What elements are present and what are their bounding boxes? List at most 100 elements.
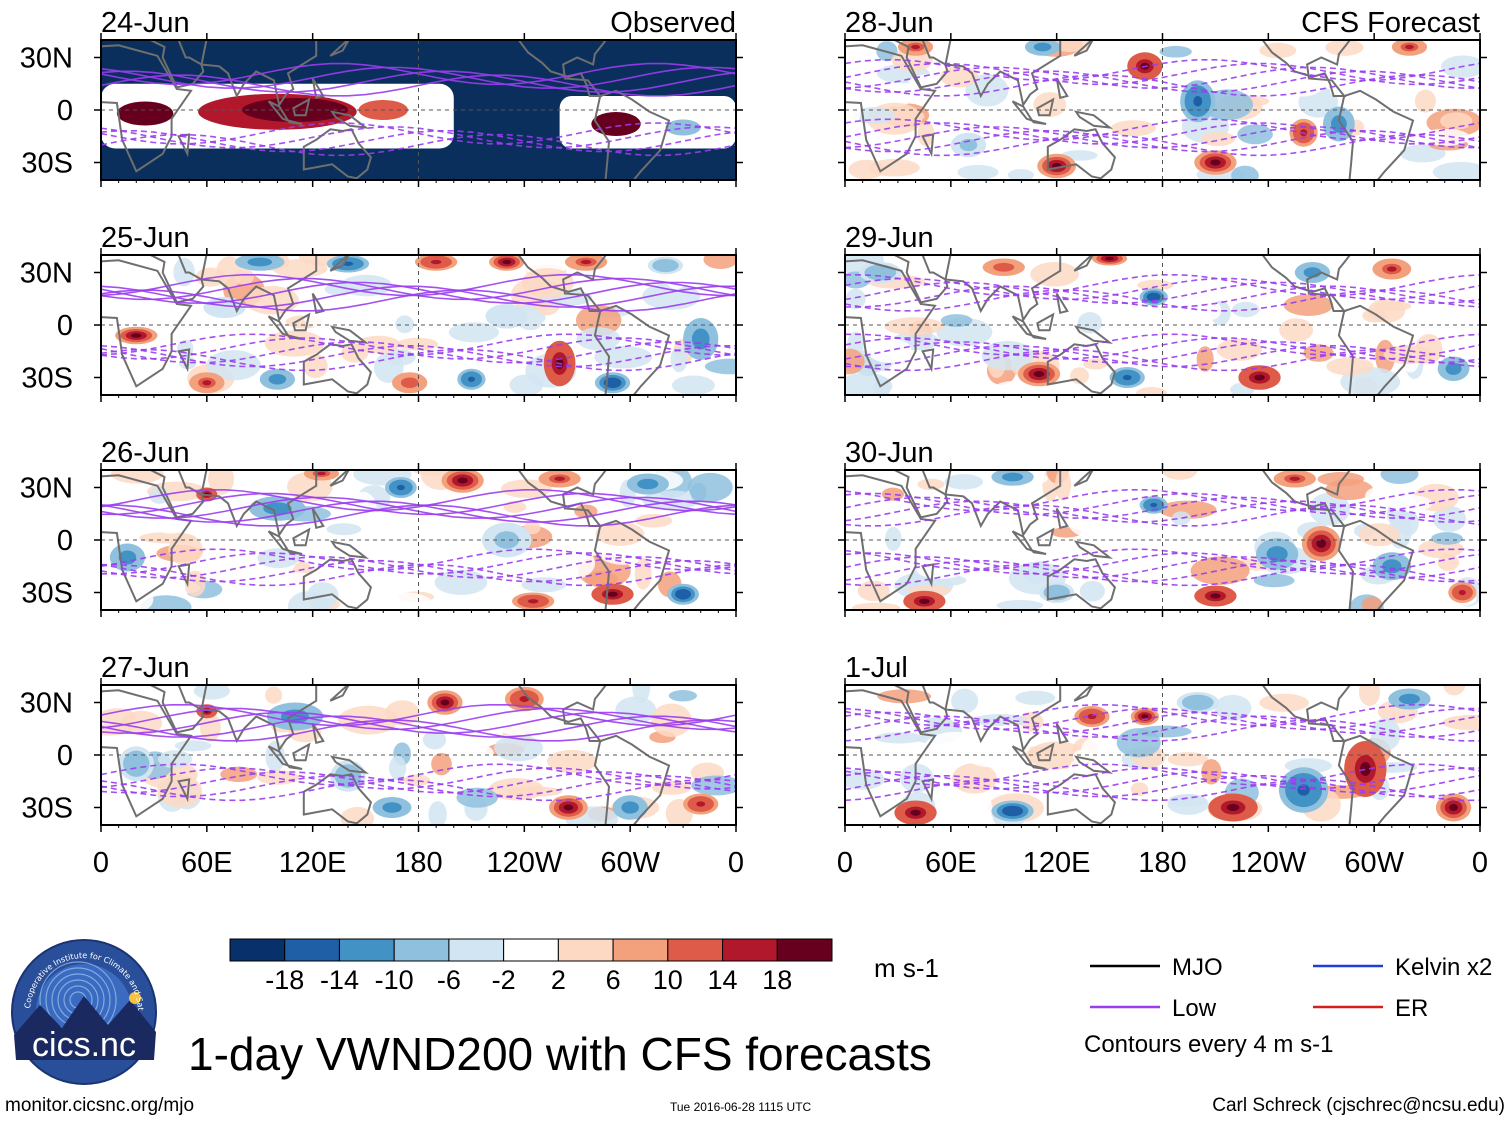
anomaly-patch [199, 319, 245, 351]
anomaly-blob [1449, 804, 1458, 811]
anomaly-blob [1150, 294, 1158, 300]
colorbar-swatch [503, 938, 559, 962]
anomaly-patch [521, 577, 567, 593]
colorbar-swatch [448, 938, 505, 962]
coastline [944, 40, 1062, 108]
footer-url[interactable]: monitor.cicsnc.org/mjo [5, 1095, 195, 1116]
colorbar-swatch [776, 938, 833, 962]
anomaly-patch [886, 86, 911, 108]
coastline [200, 685, 318, 753]
anomaly-patch [1279, 318, 1314, 342]
y-tick-label: 0 [57, 740, 73, 772]
contour-line [845, 560, 1480, 583]
anomaly-patch [428, 801, 447, 825]
anomaly-patch [1007, 169, 1034, 180]
coastline [1046, 128, 1117, 180]
anomaly-patch [845, 372, 893, 395]
anomaly-blob [964, 141, 973, 149]
coastline [892, 255, 949, 304]
anomaly-patch [919, 509, 968, 540]
anomaly-patch [1200, 470, 1237, 488]
anomaly-blob [123, 554, 132, 561]
y-tick-label: 30N [20, 258, 73, 290]
anomaly-patch [983, 693, 1015, 707]
anomaly-patch [868, 158, 920, 177]
anomaly-blob [396, 484, 405, 491]
coastline [1036, 742, 1055, 762]
anomaly-blob [387, 804, 397, 811]
legend-label: ER [1395, 995, 1428, 1022]
anomaly-patch [1414, 89, 1436, 113]
anomaly-patch [1442, 714, 1480, 731]
anomaly-patch [996, 599, 1044, 610]
coastline [1055, 507, 1069, 530]
anomaly-patch [377, 592, 436, 610]
anomaly-patch [338, 705, 398, 735]
coastline [845, 689, 937, 818]
coastline [1337, 304, 1415, 395]
anomaly-patch [226, 782, 243, 793]
anomaly-patch [974, 298, 1032, 316]
anomaly-patch [892, 708, 927, 740]
anomaly-patch [916, 562, 965, 579]
y-tick-label: 0 [57, 95, 73, 127]
y-tick-label: 0 [57, 310, 73, 342]
contour-line [845, 345, 1480, 368]
anomaly-patch [509, 374, 544, 395]
coastline [1073, 470, 1094, 487]
anomaly-blob [563, 804, 574, 811]
colorbar-tick-label: -18 [265, 965, 304, 995]
anomaly-patch [157, 775, 203, 808]
forecast-header: CFS Forecast [1301, 7, 1480, 39]
anomaly-patch [845, 96, 861, 128]
coastline [1073, 540, 1114, 559]
anomaly-blob [1271, 550, 1283, 558]
coastline [1036, 527, 1055, 547]
anomaly-patch [1231, 165, 1259, 180]
x-tick-label: 120E [279, 847, 347, 879]
y-tick-label: 30S [21, 793, 73, 825]
anomaly-patch [1432, 161, 1480, 180]
contour-line [845, 133, 1480, 157]
coastline [1046, 558, 1117, 610]
anomaly-blob [919, 598, 930, 604]
map-panel-25-jun: 25-Jun 30N 0 30S [20, 222, 743, 402]
anomaly-patch [1075, 285, 1130, 305]
legend-label: Kelvin x2 [1395, 954, 1492, 981]
anomaly-blob [1038, 44, 1047, 50]
anomaly-patch [1420, 128, 1470, 146]
legend-label: MJO [1172, 954, 1223, 981]
anomaly-patch [687, 472, 733, 502]
coastline [311, 77, 325, 100]
coastline [1073, 325, 1114, 344]
anomaly-patch [431, 752, 452, 776]
anomaly-patch [1126, 104, 1148, 116]
contour-line [101, 767, 736, 790]
anomaly-patch [1167, 752, 1209, 767]
anomaly-patch [1440, 112, 1473, 130]
anomaly-blob [608, 380, 617, 386]
coastline [1055, 77, 1069, 100]
y-tick-label: 30N [20, 473, 73, 505]
anomaly-patch [1162, 470, 1198, 480]
anomaly-patch [1358, 685, 1381, 707]
anomaly-blob [1052, 589, 1062, 596]
contour-line [101, 704, 736, 727]
y-tick-label: 30N [20, 43, 73, 75]
x-tick-label: 60W [1344, 847, 1404, 879]
anomaly-patch [671, 375, 715, 395]
contour-line [845, 59, 1480, 82]
x-tick-label: 0 [1472, 847, 1488, 879]
coastline [517, 685, 608, 742]
anomaly-patch [448, 322, 499, 343]
anomaly-patch [668, 690, 697, 702]
anomaly-patch [951, 688, 979, 714]
colorbar-tick-label: 18 [762, 965, 792, 995]
x-tick-label: 60E [925, 847, 977, 879]
y-tick-label: 0 [57, 525, 73, 557]
coastline [177, 778, 191, 803]
contour-line [845, 763, 1480, 786]
anomaly-blob [1458, 589, 1466, 596]
anomaly-blob [467, 376, 475, 382]
anomaly-patch [634, 558, 652, 590]
